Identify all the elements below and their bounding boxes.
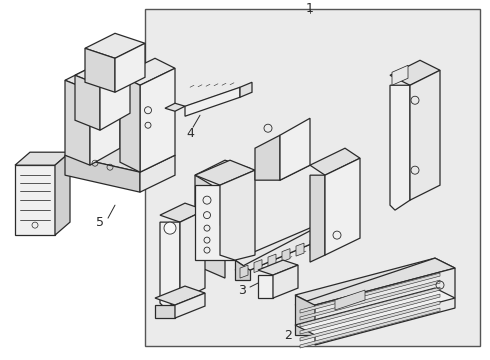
Text: 5: 5 [96, 216, 104, 229]
Polygon shape [180, 210, 205, 300]
Polygon shape [300, 308, 440, 348]
Polygon shape [195, 175, 225, 278]
Polygon shape [175, 293, 205, 318]
Polygon shape [258, 275, 273, 298]
Polygon shape [254, 260, 262, 273]
Polygon shape [140, 68, 175, 172]
Polygon shape [240, 265, 248, 278]
Polygon shape [300, 301, 440, 341]
Polygon shape [258, 260, 298, 275]
Polygon shape [115, 43, 145, 92]
Polygon shape [65, 80, 90, 165]
Polygon shape [310, 175, 325, 262]
Polygon shape [335, 290, 365, 310]
Polygon shape [195, 160, 250, 183]
Polygon shape [324, 232, 332, 245]
Polygon shape [340, 215, 355, 235]
Bar [145, 9, 480, 346]
Polygon shape [65, 155, 140, 192]
Polygon shape [315, 268, 455, 345]
Text: 3: 3 [238, 284, 246, 297]
Polygon shape [65, 65, 120, 90]
Polygon shape [255, 155, 310, 180]
Polygon shape [325, 158, 360, 255]
Polygon shape [75, 60, 130, 85]
Polygon shape [295, 258, 455, 305]
Polygon shape [240, 82, 252, 97]
Polygon shape [295, 295, 315, 335]
Polygon shape [160, 222, 180, 308]
Polygon shape [268, 254, 276, 267]
Polygon shape [15, 152, 70, 165]
Text: 1: 1 [306, 2, 314, 15]
Polygon shape [255, 135, 280, 180]
Polygon shape [160, 203, 205, 222]
Polygon shape [273, 265, 298, 298]
Circle shape [164, 222, 176, 234]
Polygon shape [392, 65, 408, 85]
Polygon shape [65, 138, 175, 172]
Polygon shape [295, 288, 455, 335]
Polygon shape [300, 280, 440, 320]
Polygon shape [220, 170, 255, 260]
Polygon shape [155, 286, 205, 305]
Polygon shape [282, 249, 290, 262]
Polygon shape [75, 75, 100, 130]
Polygon shape [55, 152, 70, 235]
Polygon shape [310, 238, 318, 251]
Polygon shape [235, 215, 355, 270]
Polygon shape [185, 87, 240, 116]
Polygon shape [300, 287, 440, 327]
Text: 2: 2 [284, 329, 292, 342]
Polygon shape [100, 70, 130, 130]
Polygon shape [300, 294, 440, 334]
Polygon shape [195, 160, 255, 185]
Polygon shape [85, 33, 145, 58]
Polygon shape [140, 155, 175, 192]
Polygon shape [300, 273, 440, 313]
Polygon shape [165, 103, 185, 111]
Polygon shape [390, 85, 410, 210]
Polygon shape [390, 60, 440, 85]
Polygon shape [155, 305, 175, 318]
Polygon shape [90, 75, 120, 165]
Polygon shape [195, 185, 235, 260]
Polygon shape [310, 148, 360, 175]
Polygon shape [280, 118, 310, 180]
Polygon shape [235, 260, 250, 280]
Polygon shape [296, 243, 304, 256]
Polygon shape [120, 75, 140, 172]
Polygon shape [338, 227, 346, 240]
Polygon shape [410, 70, 440, 200]
Polygon shape [295, 258, 455, 305]
Polygon shape [85, 48, 115, 92]
Polygon shape [15, 165, 55, 235]
Text: 4: 4 [186, 127, 194, 140]
Polygon shape [120, 58, 175, 85]
Polygon shape [235, 215, 355, 270]
